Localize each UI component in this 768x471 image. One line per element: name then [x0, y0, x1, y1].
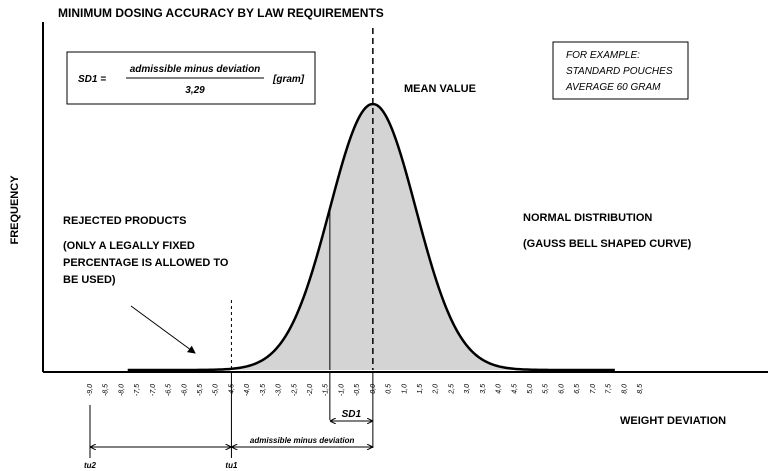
- x-tick-label: -6,0: [181, 384, 188, 396]
- x-tick-label: 0,5: [386, 384, 393, 394]
- example-line-2: STANDARD POUCHES: [566, 66, 673, 77]
- x-tick-label: 2,0: [433, 384, 440, 395]
- x-tick-label: 7,5: [606, 384, 613, 394]
- x-tick-label: -1,0: [338, 384, 345, 396]
- x-tick-label: 3,5: [480, 384, 487, 394]
- formula-numerator: admissible minus deviation: [130, 64, 261, 75]
- formula-denominator: 3,29: [185, 85, 205, 96]
- bell-curve: [127, 102, 615, 372]
- formula-unit: [gram]: [272, 74, 305, 85]
- gauss-curve-label: (GAUSS BELL SHAPED CURVE): [523, 238, 692, 250]
- example-line-3: AVERAGE 60 GRAM: [565, 82, 661, 93]
- rejected-pointer-arrow: [130, 305, 196, 354]
- x-tick-label: -7,0: [150, 384, 157, 396]
- x-tick-label: -5,5: [197, 384, 204, 396]
- example-line-1: FOR EXAMPLE:: [566, 50, 640, 61]
- x-tick-label: 2,5: [448, 384, 455, 395]
- x-tick-labels: -9,0 -8,5 -8,0 -7,5 -7,0 -6,5 -6,0 -5,5 -5,0 -4,5…: [87, 384, 644, 396]
- x-axis-label: WEIGHT DEVIATION: [620, 415, 726, 427]
- x-tick-label: 6,5: [574, 384, 581, 394]
- tu2-label: tu2: [84, 461, 97, 470]
- x-tick-label: 8,5: [637, 384, 644, 394]
- rejected-label-4: BE USED): [63, 274, 116, 286]
- x-tick-label: 4,5: [511, 384, 518, 394]
- x-tick-label: 1,0: [401, 384, 408, 394]
- sd1-label: SD1: [342, 409, 362, 420]
- x-tick-label: -1,5: [323, 384, 330, 396]
- chart-title: MINIMUM DOSING ACCURACY BY LAW REQUIREME…: [58, 6, 384, 20]
- x-tick-label: -2,5: [291, 384, 298, 396]
- x-tick-label: -9,0: [87, 384, 94, 396]
- tu1-label: tu1: [225, 461, 238, 470]
- example-box: [552, 41, 689, 100]
- x-tick-label: -4,0: [244, 384, 251, 396]
- rejected-label-3: PERCENTAGE IS ALLOWED TO: [63, 257, 229, 269]
- distribution-area: [127, 104, 615, 370]
- x-tick-label: 8,0: [621, 384, 628, 394]
- x-tick-label: -5,0: [213, 384, 220, 396]
- admissible-label: admissible minus deviation: [250, 436, 355, 445]
- x-tick-label: -0,5: [354, 384, 361, 396]
- rejected-label-1: REJECTED PRODUCTS: [63, 215, 186, 227]
- rejected-label-2: (ONLY A LEGALLY FIXED: [63, 240, 195, 252]
- x-tick-label: -3,5: [260, 384, 267, 396]
- x-tick-label: 5,5: [543, 384, 550, 394]
- x-tick-label: 5,0: [527, 384, 534, 394]
- mean-value-label: MEAN VALUE: [404, 83, 476, 95]
- x-tick-label: 0,0: [370, 384, 377, 394]
- x-tick-label: -8,0: [118, 384, 125, 396]
- x-tick-label: 4,0: [496, 384, 503, 394]
- x-tick-label: -2,0: [307, 384, 314, 396]
- x-tick-label: -4,5: [228, 384, 235, 396]
- x-tick-label: -8,5: [103, 384, 110, 396]
- formula-lhs: SD1 =: [78, 74, 106, 85]
- x-tick-label: -7,5: [134, 384, 141, 396]
- x-tick-label: 6,0: [558, 384, 565, 394]
- x-tick-label: 1,5: [417, 384, 424, 394]
- x-tick-label: 7,0: [590, 384, 597, 394]
- x-tick-label: 3,0: [464, 384, 471, 394]
- x-tick-label: -3,0: [276, 384, 283, 396]
- x-tick-label: -6,5: [166, 384, 173, 396]
- y-axis-label: FREQUENCY: [9, 175, 21, 245]
- normal-distribution-label: NORMAL DISTRIBUTION: [523, 212, 652, 224]
